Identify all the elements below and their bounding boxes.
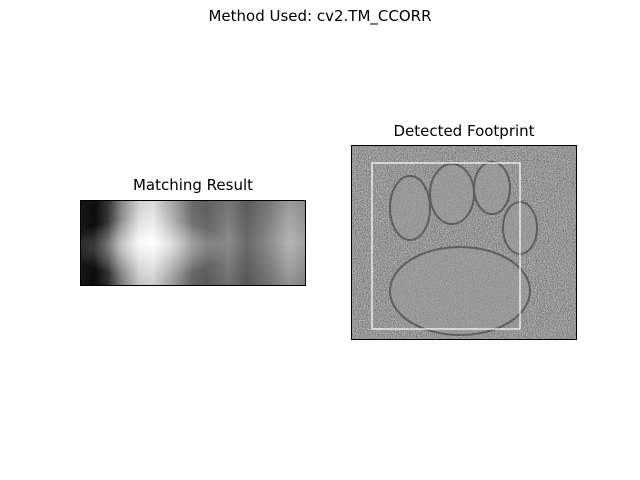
matching-result-heatmap xyxy=(81,201,305,285)
detected-footprint-image xyxy=(351,145,577,340)
detected-footprint-title: Detected Footprint xyxy=(393,122,535,140)
figure-suptitle: Method Used: cv2.TM_CCORR xyxy=(208,7,432,25)
matching-result-title: Matching Result xyxy=(132,176,254,194)
footprint-texture xyxy=(352,146,576,339)
detection-box xyxy=(371,162,521,330)
matching-result-image xyxy=(80,200,306,286)
